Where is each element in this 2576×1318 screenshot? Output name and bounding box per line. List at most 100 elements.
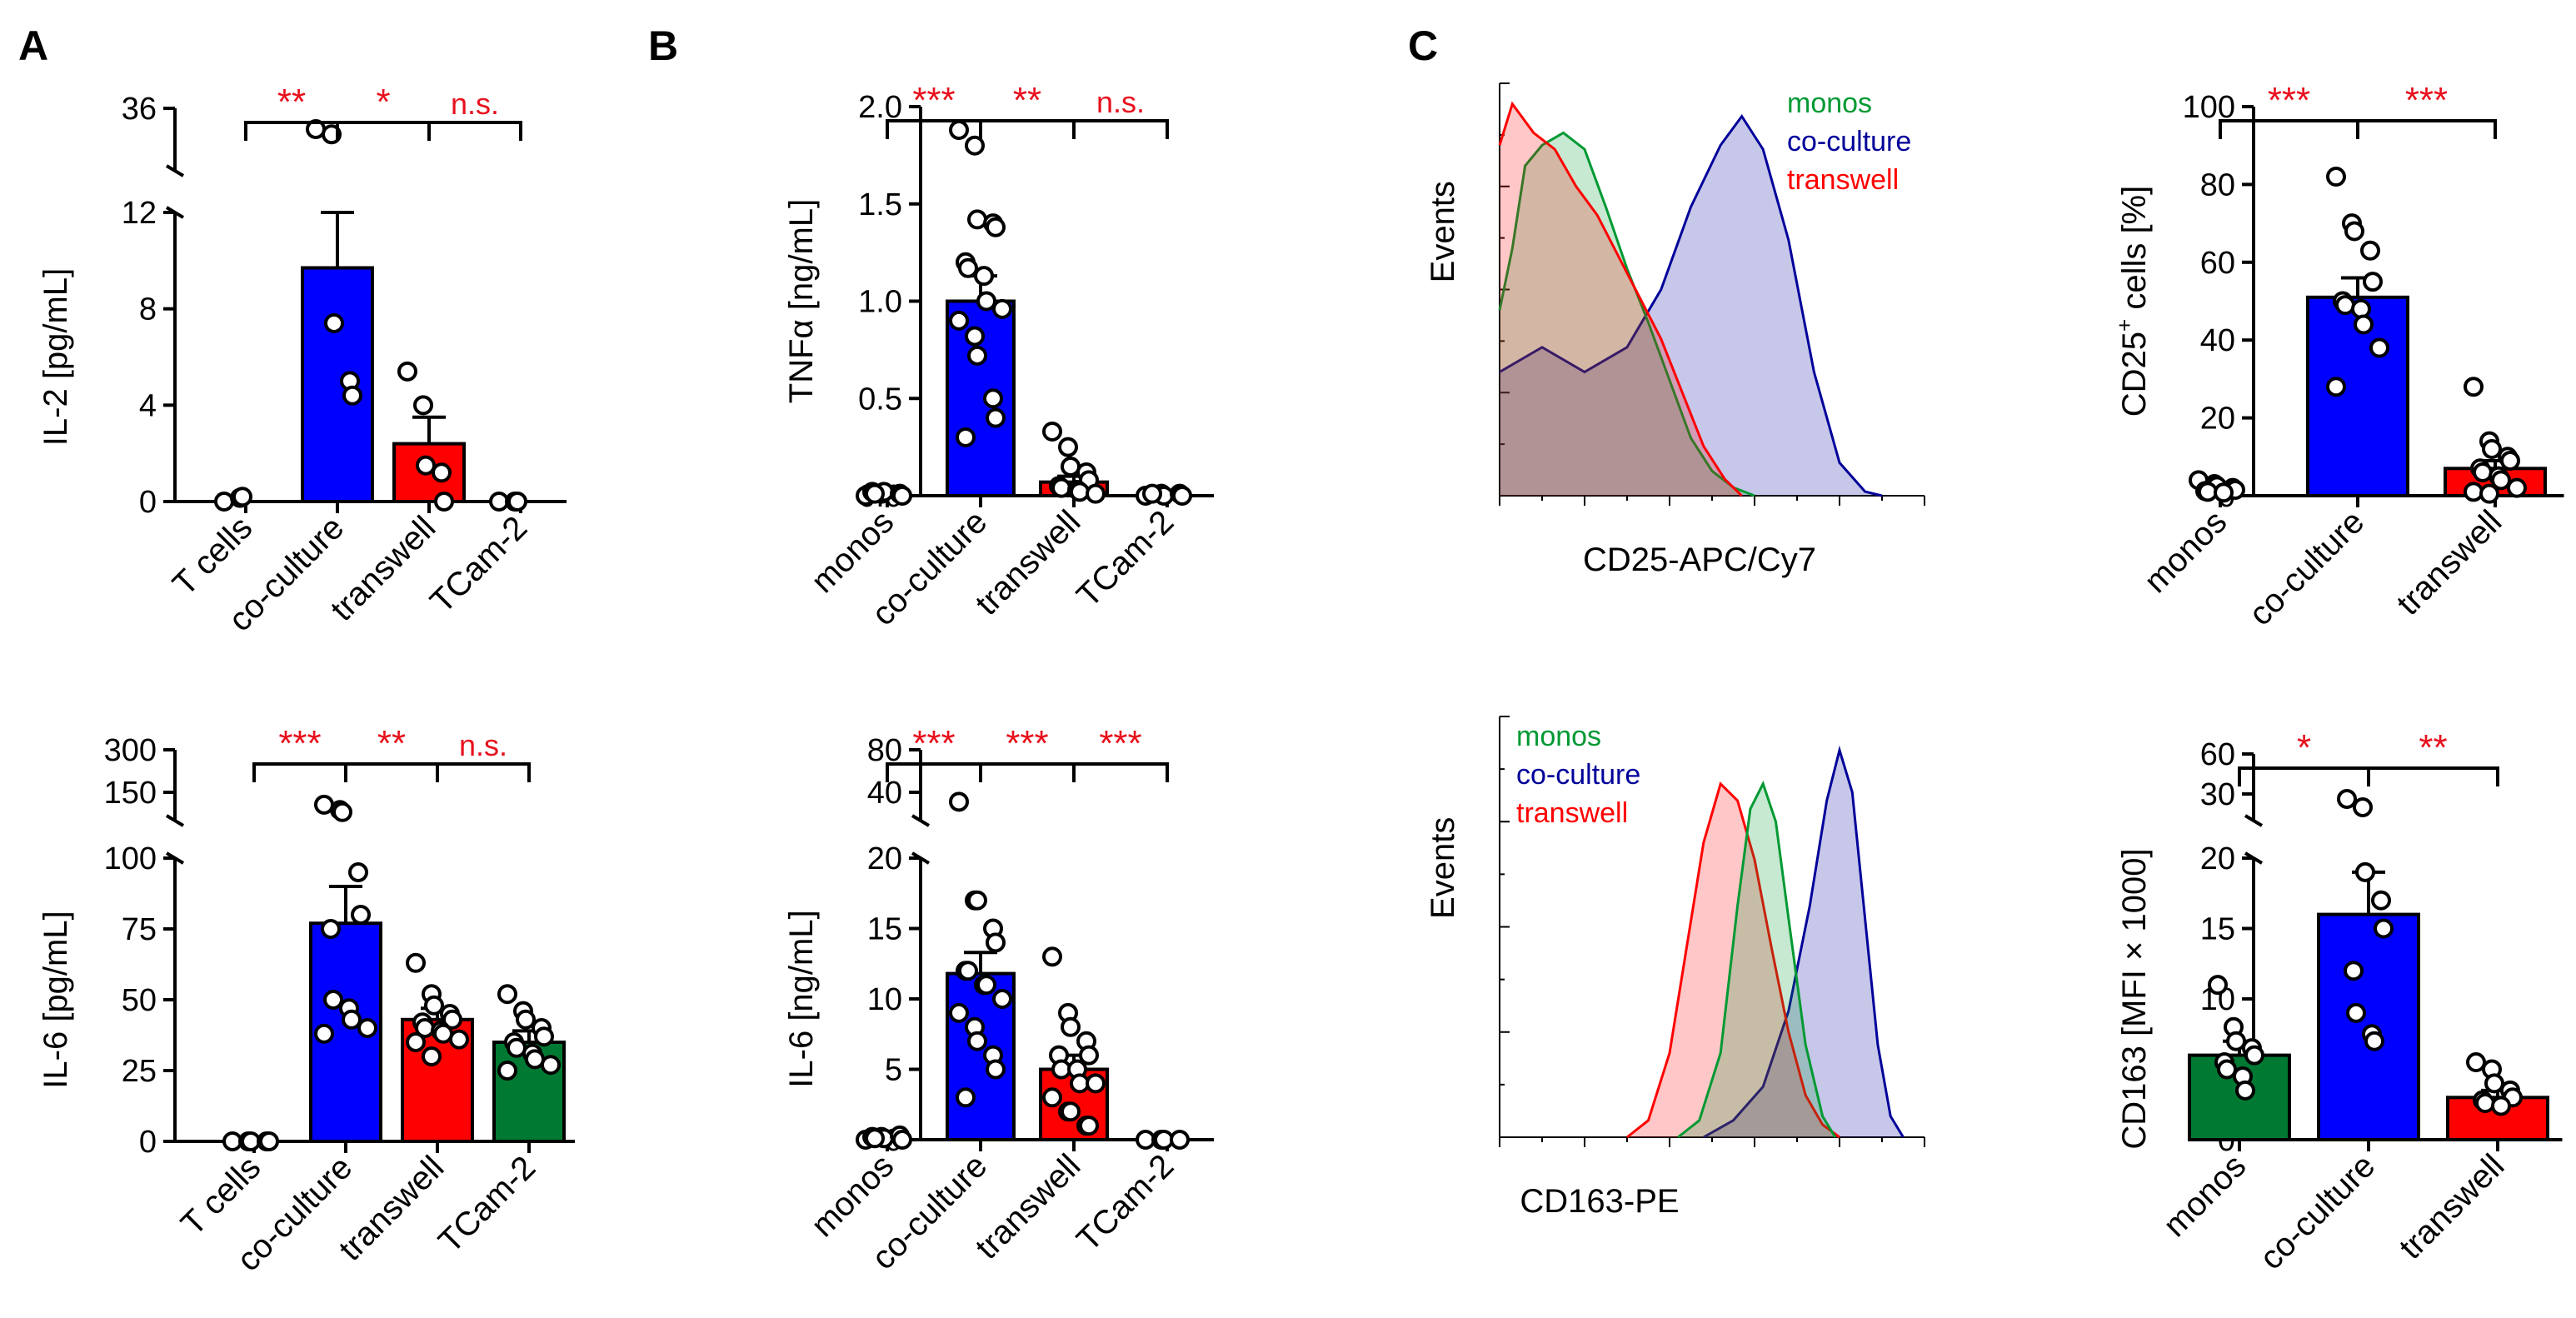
panel-letter-a: A xyxy=(18,22,48,69)
significance-label: ** xyxy=(277,82,306,122)
data-point xyxy=(2473,462,2493,482)
histogram-line-transwell xyxy=(1498,101,1743,497)
significance-bracket xyxy=(1072,119,1169,139)
significance-label: * xyxy=(2297,727,2311,768)
significance-label: n.s. xyxy=(459,728,507,762)
legend-entry-transwell: transwell xyxy=(1787,164,1899,196)
chart-c-bottom-histogram: CD163-PE Events monos co-culture transwell xyxy=(1425,716,1925,1220)
data-point xyxy=(2217,1059,2237,1080)
data-point xyxy=(967,890,987,911)
y-tick-label: 15 xyxy=(867,912,902,947)
data-point xyxy=(416,455,436,476)
legend-entry-co-culture: co-culture xyxy=(1787,126,1911,157)
y-axis-label: Events xyxy=(1425,817,1461,919)
histogram-line-co-culture xyxy=(1499,113,1883,497)
data-point xyxy=(965,135,985,156)
data-point xyxy=(433,1023,453,1044)
data-point xyxy=(967,1031,987,1051)
data-point xyxy=(865,483,885,504)
data-point xyxy=(2326,377,2346,397)
data-point xyxy=(413,395,433,416)
data-point xyxy=(324,313,344,334)
y-axis-label-part: CD25 xyxy=(2116,332,2153,417)
data-point xyxy=(2335,295,2355,316)
data-point xyxy=(2244,1045,2264,1066)
significance-label: n.s. xyxy=(1096,85,1145,119)
y-tick-label: 20 xyxy=(2200,841,2235,876)
data-point xyxy=(1172,486,1192,506)
data-point xyxy=(892,486,912,506)
data-point xyxy=(1086,1073,1106,1094)
axis-break-mark-high xyxy=(2244,814,2264,827)
x-tick-label: TCam-2 xyxy=(1070,1147,1181,1258)
significance-bracket xyxy=(2356,119,2497,139)
y-tick-label: 36 xyxy=(122,92,157,127)
y-tick-label: 25 xyxy=(122,1054,157,1089)
data-point xyxy=(422,1046,442,1066)
y-tick-label: 0 xyxy=(139,485,157,520)
y-tick-label: 20 xyxy=(867,841,902,876)
data-point xyxy=(2475,1093,2495,1114)
data-point xyxy=(348,862,368,882)
significance-label: *** xyxy=(912,80,955,121)
data-point xyxy=(321,919,341,939)
significance-bracket xyxy=(436,762,531,782)
significance-label: *** xyxy=(2405,80,2448,121)
data-point xyxy=(1058,437,1078,457)
data-point xyxy=(2484,1073,2504,1094)
data-point xyxy=(342,385,362,406)
data-point xyxy=(314,794,334,815)
chart-c-top-histogram: CD25-APC/Cy7 Events monos co-culture transwe… xyxy=(1425,82,1925,578)
significance-bracket xyxy=(2238,766,2370,786)
data-point xyxy=(2482,438,2502,459)
data-point xyxy=(949,310,969,331)
data-point xyxy=(541,1055,561,1076)
histogram-line-monos xyxy=(1498,131,1755,497)
histogram-area-transwell xyxy=(1500,103,1742,496)
data-point xyxy=(434,492,454,512)
data-point xyxy=(949,120,969,141)
data-point xyxy=(406,1032,426,1052)
data-point xyxy=(406,952,426,973)
y-tick-label: 150 xyxy=(104,776,157,811)
x-tick-label: monos xyxy=(2137,503,2234,600)
data-point xyxy=(2464,377,2484,397)
chart-b-bottom: 051015204080IL-6 [ng/mL]monosco-culturet… xyxy=(783,723,1214,1277)
data-point xyxy=(958,257,978,278)
data-point xyxy=(2369,337,2389,358)
data-point xyxy=(965,326,985,347)
data-point xyxy=(323,990,343,1010)
significance-label: * xyxy=(376,82,390,122)
significance-label: *** xyxy=(1006,723,1048,764)
y-tick-label: 20 xyxy=(2200,402,2235,437)
data-point xyxy=(2354,314,2374,335)
x-tick-label: transwell xyxy=(969,1147,1088,1266)
significance-label: ** xyxy=(377,723,406,764)
data-point xyxy=(1070,482,1090,502)
significance-bracket xyxy=(1072,762,1169,782)
data-point xyxy=(2371,890,2391,911)
data-point xyxy=(1086,483,1106,504)
data-point xyxy=(1079,1116,1099,1136)
data-point xyxy=(865,1128,885,1149)
panel-letter-b: B xyxy=(648,22,678,69)
legend-entry-monos: monos xyxy=(1516,721,1601,752)
data-point xyxy=(2464,482,2484,502)
y-axis-label: CD25+ cells [%] xyxy=(2112,186,2153,417)
data-point xyxy=(2364,1031,2384,1051)
x-tick-label: TCam-2 xyxy=(423,509,534,620)
histogram-area-monos xyxy=(1500,132,1755,496)
x-tick-label: transwell xyxy=(2393,1147,2512,1266)
data-point xyxy=(949,1002,969,1023)
significance-label: n.s. xyxy=(451,87,499,121)
data-point xyxy=(986,407,1006,428)
data-point xyxy=(2198,482,2218,502)
y-tick-label: 15 xyxy=(2200,912,2235,947)
data-point xyxy=(2355,861,2375,882)
data-point xyxy=(992,989,1012,1009)
data-point xyxy=(497,984,517,1005)
data-point xyxy=(2353,797,2373,817)
histogram-line-monos xyxy=(1677,780,1837,1139)
